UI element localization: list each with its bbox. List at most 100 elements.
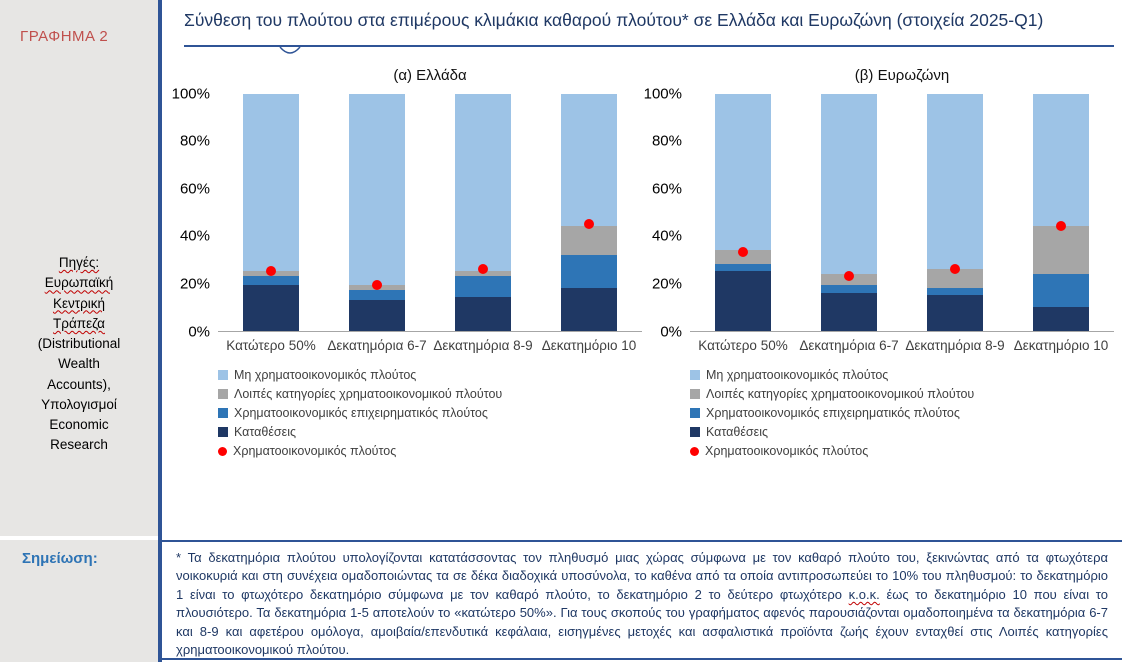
legend-dot-financial-wealth (218, 446, 227, 456)
y-tick-label: 20% (651, 275, 682, 293)
y-axis-eurozone: 0% 20% 40% 60% 80% 100% (642, 85, 690, 340)
x-axis-labels-eurozone: Κατώτερο 50% Δεκατημόρια 6-7 Δεκατημόρια 8… (690, 338, 1114, 355)
plot-area-eurozone (690, 93, 1114, 332)
figure-title: Σύνθεση του πλούτου στα επιμέρους κλιμάκ… (184, 10, 1044, 30)
financial-wealth-marker (950, 263, 960, 274)
stacked-bar (243, 93, 299, 331)
legend-greece: Μη χρηματοοικονομικός πλούτος Λοιπές κατη… (218, 368, 642, 458)
bar-segment (561, 254, 617, 288)
bar-segment (821, 285, 877, 293)
chart-greece: (α) Ελλάδα 0% 20% 40% 60% 80% 100% Κατώτερο 5… (170, 67, 642, 458)
legend-item: Χρηματοοικονομικός πλούτος (690, 444, 1114, 458)
legend-item: Μη χρηματοοικονομικός πλούτος (690, 368, 1114, 382)
legend-item: Χρηματοοικονομικός επιχειρηματικός πλούτ… (690, 406, 1114, 420)
source-line: Υπολογισμοί (41, 396, 117, 412)
bar-segment (455, 297, 511, 331)
plot-area-greece (218, 93, 642, 332)
category-label: Δεκατημόριο 10 (541, 337, 637, 353)
bar-segment (349, 93, 405, 286)
stacked-bar (561, 93, 617, 331)
note-sidebar: Σημείωση: (0, 540, 158, 662)
bar-segment (821, 292, 877, 331)
y-tick-label: 60% (179, 180, 210, 198)
category-label: Δεκατημόρια 6-7 (327, 337, 427, 353)
footnote-text-wavy: κ.ο.κ. (848, 586, 880, 602)
source-line: Accounts), (47, 376, 111, 392)
legend-label: Χρηματοοικονομικός επιχειρηματικός πλούτ… (234, 406, 488, 421)
financial-wealth-marker (738, 247, 748, 258)
legend-dot-financial-wealth (690, 446, 699, 456)
main-content: Σύνθεση του πλούτου στα επιμέρους κλιμάκ… (162, 0, 1122, 538)
legend-item: Χρηματοοικονομικός επιχειρηματικός πλούτ… (218, 406, 642, 420)
stacked-bar (455, 93, 511, 331)
y-tick-label: 40% (179, 227, 210, 245)
source-line: Πηγές: (58, 255, 100, 270)
source-line: Research (50, 437, 108, 453)
bar-segment (1033, 273, 1089, 307)
bar-segment (927, 294, 983, 331)
brace-notch-icon (279, 46, 301, 54)
bar-segment (349, 299, 405, 331)
source-line: (Distributional (37, 336, 121, 351)
chart-subtitle-eurozone: (β) Ευρωζώνη (854, 66, 950, 84)
source-line: Κεντρική (52, 295, 106, 311)
chart-eurozone: (β) Ευρωζώνη 0% 20% 40% 60% 80% 100% Κατώτερο… (642, 66, 1114, 458)
stacked-bar (715, 93, 771, 331)
legend-label: Καταθέσεις (706, 425, 769, 440)
bar-segment (927, 287, 983, 295)
bar-segment (455, 276, 511, 298)
y-tick-label: 0% (188, 323, 210, 340)
category-label: Δεκατημόρια 8-9 (905, 337, 1005, 353)
vertical-divider (158, 0, 162, 662)
bar-segment (715, 271, 771, 331)
bar-segment (243, 285, 299, 331)
bar-segment (715, 93, 771, 250)
bar-segment (561, 287, 617, 331)
stacked-bar (349, 93, 405, 331)
bar-segment (349, 290, 405, 300)
sources-block: Πηγές: Ευρωπαϊκή Κεντρική Τράπεζα (Distribut… (0, 253, 158, 456)
financial-wealth-marker (844, 271, 854, 281)
y-tick-label: 100% (171, 85, 210, 102)
legend-label: Καταθέσεις (234, 425, 297, 440)
category-label: Κατώτερο 50% (226, 337, 316, 353)
source-line: Wealth (58, 356, 100, 372)
legend-swatch-non-financial (218, 370, 228, 381)
legend-swatch-other-financial (690, 389, 700, 400)
legend-swatch-non-financial (690, 370, 700, 381)
financial-wealth-marker (1056, 221, 1066, 232)
stacked-bar (821, 93, 877, 331)
bar-segment (561, 226, 617, 255)
legend-eurozone: Μη χρηματοοικονομικός πλούτος Λοιπές κατη… (690, 368, 1114, 458)
legend-item: Χρηματοοικονομικός πλούτος (218, 444, 642, 458)
legend-item: Λοιπές κατηγορίες χρηματοοικονομικού πλο… (218, 387, 642, 401)
footnote-text-2: έως το δεκατημόριο 10 που είναι το πλουσ… (176, 586, 1108, 658)
charts-row: (α) Ελλάδα 0% 20% 40% 60% 80% 100% Κατώτερο 5… (162, 66, 1122, 458)
stacked-bar (927, 93, 983, 331)
legend-item: Καταθέσεις (218, 425, 642, 439)
y-tick-label: 80% (651, 132, 682, 150)
category-label: Δεκατημόρια 8-9 (433, 337, 533, 353)
bar-segment (243, 93, 299, 272)
source-line: Τράπεζα (53, 315, 105, 331)
legend-label: Λοιπές κατηγορίες χρηματοοικονομικού πλο… (706, 387, 975, 402)
legend-swatch-business (690, 408, 700, 419)
legend-label: Μη χρηματοοικονομικός πλούτος (706, 368, 889, 383)
bar-segment (927, 268, 983, 288)
footnote-text-1: * Τα δεκατημόρια πλούτου υπολογίζονται κ… (176, 550, 1108, 602)
bar-segment (1033, 93, 1089, 227)
y-tick-label: 60% (651, 180, 682, 198)
bar-segment (821, 93, 877, 274)
legend-swatch-business (218, 408, 228, 419)
legend-swatch-deposits (690, 427, 700, 438)
y-axis-greece: 0% 20% 40% 60% 80% 100% (170, 85, 218, 340)
footnote: * Τα δεκατημόρια πλούτου υπολογίζονται κ… (162, 540, 1122, 660)
y-tick-label: 0% (660, 323, 682, 340)
legend-swatch-other-financial (218, 389, 228, 400)
y-tick-label: 40% (651, 227, 682, 245)
financial-wealth-marker (372, 280, 382, 291)
bar-segment (243, 276, 299, 286)
category-label: Δεκατημόρια 6-7 (799, 337, 899, 353)
financial-wealth-marker (266, 266, 276, 277)
